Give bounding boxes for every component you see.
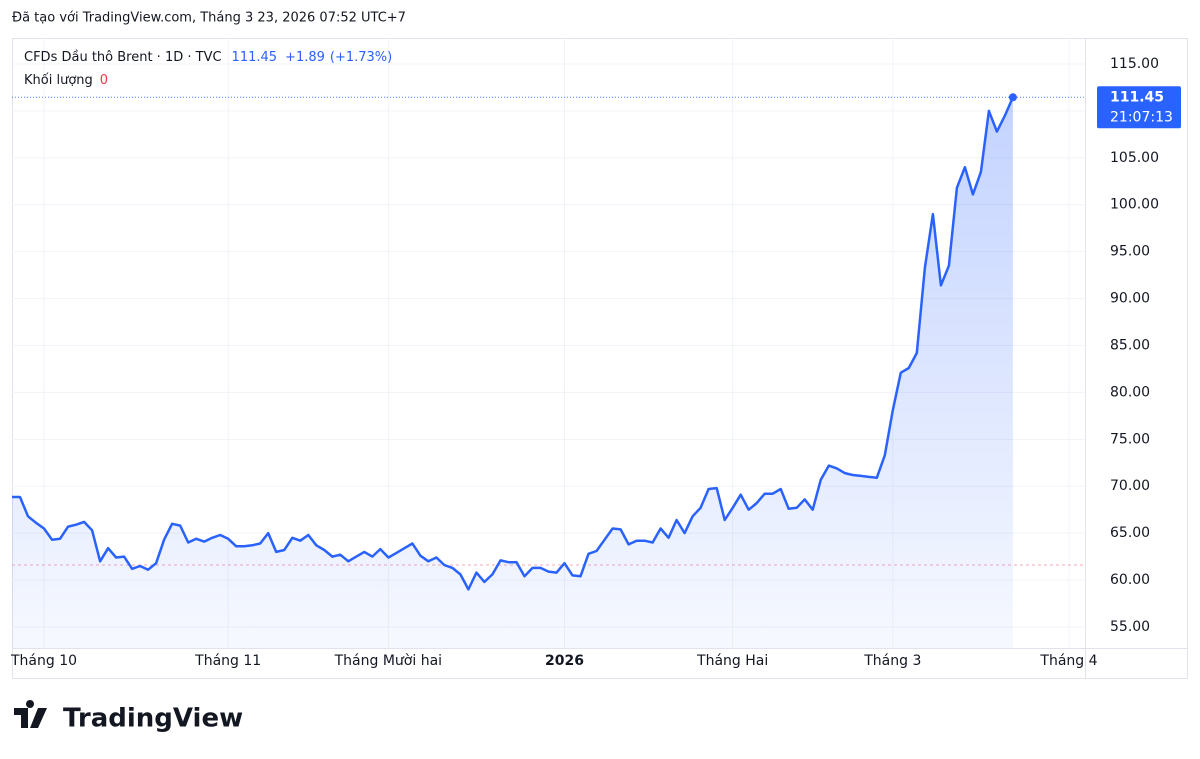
y-tick-label: 85.00 (1110, 337, 1150, 353)
change-pct: (+1.73%) (330, 50, 392, 65)
last-price: 111.45 (232, 50, 278, 65)
price-badge-value: 111.45 (1110, 89, 1164, 105)
caption: Đã tạo với TradingView.com, Tháng 3 23, … (12, 11, 406, 26)
legend-line: CFDs Dầu thô Brent · 1D · TVC 111.45 +1.89… (24, 50, 392, 65)
logo: TradingView (14, 699, 243, 734)
last-point (1008, 93, 1017, 102)
countdown: 21:07:13 (1110, 109, 1173, 125)
x-tick-label: Tháng 4 (1039, 653, 1097, 669)
line (12, 96, 1015, 591)
x-tick-label: 2026 (545, 653, 584, 669)
x-tick-label: Tháng Hai (696, 653, 768, 669)
y-tick-label: 115.00 (1110, 56, 1159, 72)
volume-line: Khối lượng 0 (24, 73, 108, 88)
y-tick-label: 60.00 (1110, 572, 1150, 588)
volume-label: Khối lượng (24, 73, 93, 88)
y-tick-label: 55.00 (1110, 619, 1150, 635)
chart-frame (12, 38, 1188, 679)
volume: 0 (100, 73, 108, 88)
x-tick-label: Tháng Mười hai (334, 653, 442, 669)
area (12, 97, 1013, 649)
price-badge (1097, 86, 1181, 129)
brand: TradingView (63, 704, 243, 734)
change: +1.89 (285, 50, 325, 65)
symbol: CFDs Dầu thô Brent · 1D · TVC (24, 50, 222, 65)
x-tick-label: Tháng 3 (863, 653, 921, 669)
x-tick-label: Tháng 11 (194, 653, 261, 669)
y-tick-label: 70.00 (1110, 478, 1150, 494)
y-tick-label: 65.00 (1110, 525, 1150, 541)
plot (12, 93, 1085, 649)
y-tick-label: 80.00 (1110, 384, 1150, 400)
y-tick-label: 95.00 (1110, 244, 1150, 260)
y-tick-label: 100.00 (1110, 197, 1159, 213)
y-tick-label: 105.00 (1110, 150, 1159, 166)
logo-mark (14, 699, 47, 728)
y-tick-label: 90.00 (1110, 291, 1150, 307)
x-tick-label: Tháng 10 (10, 653, 77, 669)
y-tick-label: 75.00 (1110, 431, 1150, 447)
